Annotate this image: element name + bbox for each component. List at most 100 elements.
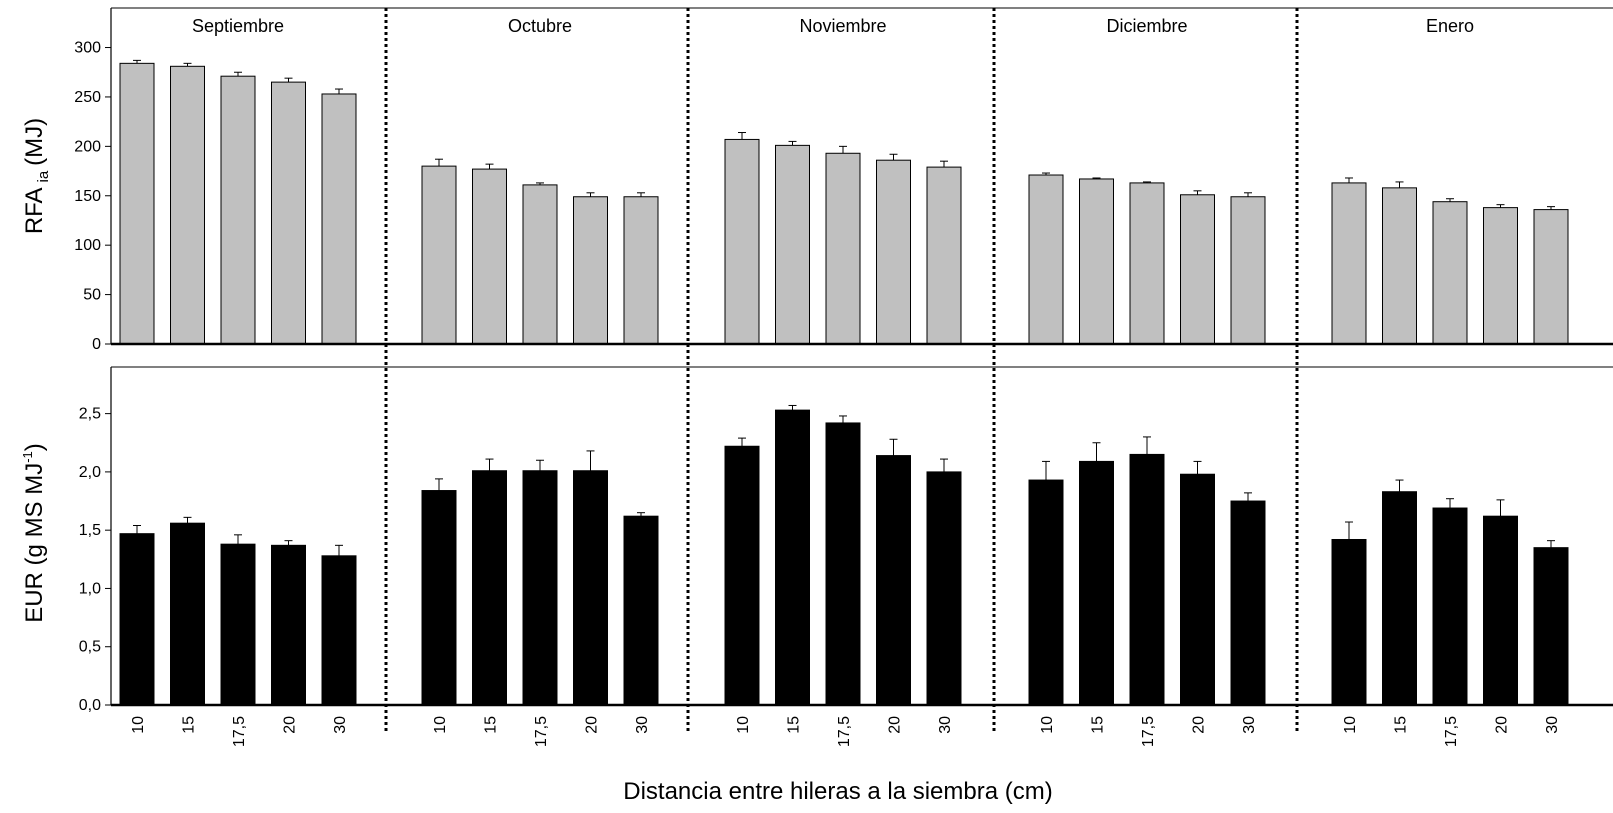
rfa-bar (1180, 194, 1215, 345)
eur-bar (1028, 479, 1064, 706)
rfa-bar (1129, 182, 1165, 345)
eur-bar (522, 470, 558, 706)
eur-bar (926, 471, 962, 706)
rfa-y-tick-label: 200 (74, 138, 101, 155)
rfa-bar (1028, 174, 1064, 345)
x-tick-label: 17,5 (1140, 716, 1157, 747)
eur-bar (321, 555, 357, 706)
x-tick-label: 30 (634, 716, 651, 734)
rfa-bar (876, 159, 911, 345)
rfa-y-tick-label: 50 (83, 287, 101, 304)
rfa-bar (321, 93, 357, 345)
eur-y-tick-label: 0,5 (79, 639, 101, 656)
x-tick-label: 15 (1393, 716, 1410, 734)
eur-axis-title-sup: -1 (20, 451, 35, 463)
month-label: Enero (1426, 16, 1474, 36)
x-tick-label: 30 (1544, 716, 1561, 734)
rfa-panel: 0 50 100 150 200 250 300 Septiembre Octubre Novie… (74, 7, 1613, 353)
rfa-bar (170, 65, 205, 345)
eur-bar (1483, 515, 1518, 706)
rfa-bar (119, 62, 155, 345)
rfa-bar (926, 166, 962, 345)
x-tick-label: 30 (332, 716, 349, 734)
rfa-y-tick-label: 300 (74, 40, 101, 57)
eur-y-tick-label: 2,5 (79, 406, 101, 423)
rfa-bar (1483, 207, 1518, 345)
x-tick-label: 17,5 (231, 716, 248, 747)
rfa-axis-title-unit: (MJ) (21, 118, 48, 166)
x-tick-label: 15 (786, 716, 803, 734)
eur-bar (1382, 491, 1417, 706)
rfa-bar (522, 184, 558, 345)
rfa-bar (271, 81, 306, 345)
x-tick-label: 15 (181, 716, 198, 734)
eur-bar (119, 533, 155, 706)
eur-bar (421, 490, 457, 706)
rfa-y-tick-label: 150 (74, 188, 101, 205)
x-tick-label: 30 (1241, 716, 1258, 734)
eur-axis-title-main: EUR (g MS MJ (21, 463, 48, 623)
eur-bar (825, 422, 861, 706)
rfa-bar (1533, 209, 1569, 345)
eur-y-tick-label: 1,0 (79, 580, 101, 597)
eur-bar (1180, 473, 1215, 706)
rfa-axis-title-main: RFA (21, 187, 48, 234)
rfa-bar (220, 75, 256, 345)
eur-axis-title: EUR (g MS MJ-1) (20, 443, 48, 623)
x-tick-label: 10 (735, 716, 752, 734)
month-label: Noviembre (799, 16, 886, 36)
eur-bar (472, 470, 507, 706)
rfa-bar (472, 168, 507, 345)
eur-panel: 0,0 0,5 1,0 1,5 2,0 2,5 10 15 17,5 20 30 10 15 17,5 20… (79, 366, 1613, 747)
x-tick-label: 20 (887, 716, 904, 734)
x-tick-label: 17,5 (533, 716, 550, 747)
rfa-y-tick-label: 100 (74, 237, 101, 254)
eur-bar (271, 544, 306, 706)
month-label: Octubre (508, 16, 572, 36)
x-tick-label: 10 (1342, 716, 1359, 734)
x-tick-label: 17,5 (836, 716, 853, 747)
rfa-bar (825, 152, 861, 345)
x-tick-label: 20 (584, 716, 601, 734)
rfa-bar (1382, 187, 1417, 345)
x-tick-label: 17,5 (1443, 716, 1460, 747)
eur-bar (1331, 538, 1367, 706)
rfa-bar (1432, 201, 1468, 345)
rfa-bar (1079, 178, 1114, 345)
month-label: Diciembre (1106, 16, 1187, 36)
eur-bar (1533, 547, 1569, 706)
rfa-axis-title: RFA ia (MJ) (21, 118, 52, 234)
x-tick-label: 10 (1039, 716, 1056, 734)
rfa-bar (421, 165, 457, 345)
month-separators (384, 8, 1299, 734)
x-tick-label: 10 (130, 716, 147, 734)
eur-bar (1129, 453, 1165, 706)
rfa-y-tick-label: 250 (74, 89, 101, 106)
rfa-bar (623, 196, 659, 345)
eur-bar (775, 409, 810, 706)
x-tick-label: 20 (1494, 716, 1511, 734)
eur-bar (724, 445, 760, 706)
eur-bar (623, 515, 659, 706)
rfa-axis-title-sub: ia (35, 170, 52, 182)
x-tick-label: 10 (432, 716, 449, 734)
eur-bar (1230, 500, 1266, 706)
eur-bar (1432, 507, 1468, 706)
eur-bar (220, 543, 256, 706)
x-tick-label: 30 (937, 716, 954, 734)
eur-y-tick-label: 1,5 (79, 522, 101, 539)
x-tick-label: 20 (1191, 716, 1208, 734)
eur-axis-title-close: ) (21, 443, 48, 451)
rfa-bar (573, 196, 608, 345)
x-tick-label: 15 (1090, 716, 1107, 734)
x-tick-label: 20 (282, 716, 299, 734)
eur-bar (170, 522, 205, 706)
eur-y-tick-label: 0,0 (79, 697, 101, 714)
rfa-bar (1230, 196, 1266, 345)
eur-bar (876, 455, 911, 706)
month-label: Septiembre (192, 16, 284, 36)
rfa-bar (775, 144, 810, 345)
eur-bar (1079, 460, 1114, 706)
rfa-y-tick-label: 0 (92, 336, 101, 353)
